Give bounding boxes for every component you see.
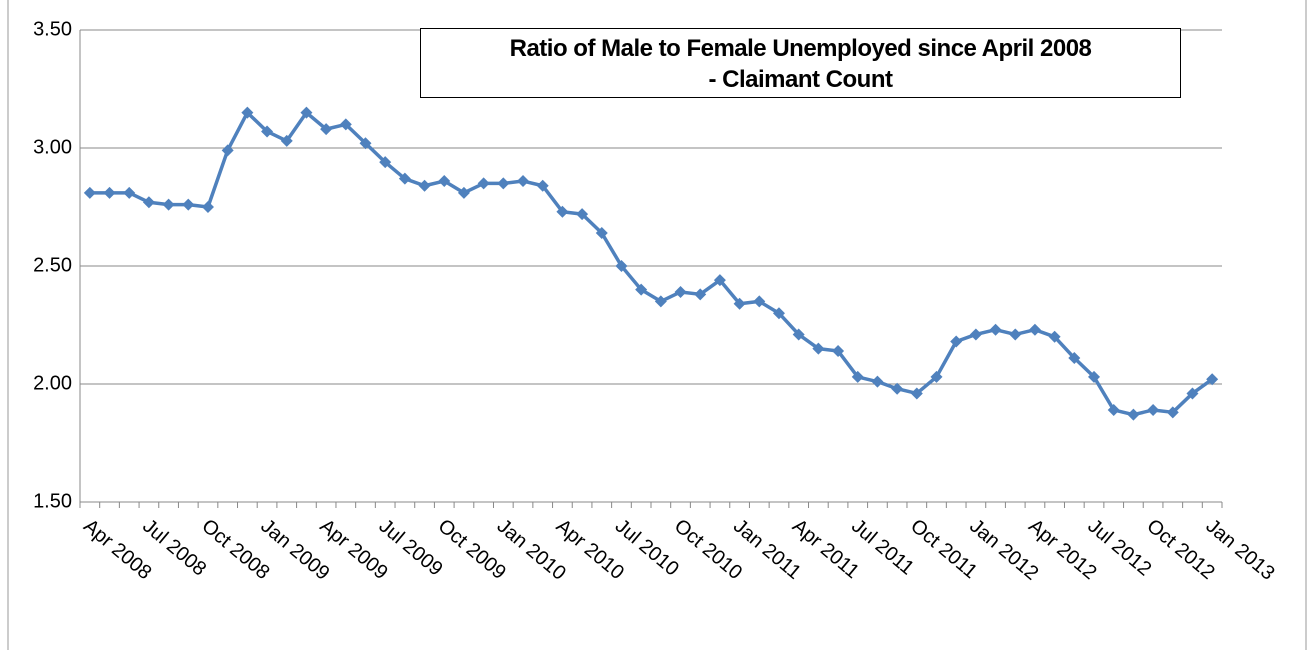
- marker: [398, 172, 411, 185]
- marker: [615, 260, 628, 272]
- marker: [477, 177, 490, 190]
- marker: [1186, 387, 1199, 400]
- marker: [182, 198, 195, 211]
- marker: [930, 370, 943, 383]
- marker: [1147, 403, 1160, 416]
- marker: [418, 179, 431, 192]
- marker: [969, 328, 982, 341]
- marker: [654, 295, 667, 308]
- marker: [320, 123, 333, 136]
- marker: [359, 137, 372, 150]
- marker: [201, 201, 214, 213]
- marker: [123, 186, 136, 199]
- marker: [694, 288, 707, 301]
- marker: [241, 106, 254, 119]
- marker: [733, 297, 746, 310]
- marker: [871, 375, 884, 388]
- marker: [221, 144, 234, 157]
- marker: [261, 125, 274, 138]
- line: [89, 110, 1214, 417]
- y-tick-label: 3.00: [33, 136, 72, 158]
- marker: [536, 179, 549, 192]
- marker: [812, 342, 825, 355]
- marker: [910, 387, 923, 400]
- marker: [989, 323, 1002, 336]
- marker: [674, 285, 687, 298]
- chart-frame: [7, 0, 1307, 650]
- y-tick-label: 1.50: [33, 490, 72, 512]
- marker: [1068, 352, 1081, 365]
- marker: [103, 186, 116, 199]
- x-tick-label: Jan 2013: [1202, 515, 1279, 585]
- marker: [1127, 408, 1140, 421]
- marker: [1107, 403, 1120, 416]
- marker: [1088, 370, 1101, 383]
- marker: [595, 226, 608, 239]
- marker: [83, 186, 96, 199]
- chart-title: Ratio of Male to Female Unemployed since…: [420, 28, 1181, 98]
- marker: [280, 134, 293, 147]
- marker: [772, 307, 785, 320]
- marker: [517, 175, 530, 188]
- marker: [438, 175, 451, 188]
- marker: [1206, 373, 1219, 386]
- marker: [576, 208, 589, 221]
- marker: [379, 156, 392, 169]
- y-tick-label: 3.50: [33, 18, 72, 40]
- marker: [635, 283, 648, 296]
- y-tick-label: 2.00: [33, 372, 72, 394]
- marker: [300, 106, 313, 119]
- marker: [851, 370, 864, 383]
- marker: [713, 274, 726, 287]
- marker: [753, 295, 766, 308]
- marker: [457, 186, 470, 199]
- marker: [339, 118, 352, 131]
- marker: [497, 177, 510, 190]
- marker: [1009, 328, 1022, 341]
- marker: [142, 196, 155, 209]
- marker: [792, 328, 805, 341]
- marker: [832, 344, 845, 357]
- marker: [1166, 406, 1179, 419]
- marker: [162, 198, 175, 211]
- y-tick-label: 2.50: [33, 254, 72, 276]
- marker: [1048, 330, 1061, 343]
- marker: [556, 205, 569, 218]
- marker: [891, 382, 904, 395]
- marker: [950, 335, 963, 348]
- marker: [1028, 323, 1041, 336]
